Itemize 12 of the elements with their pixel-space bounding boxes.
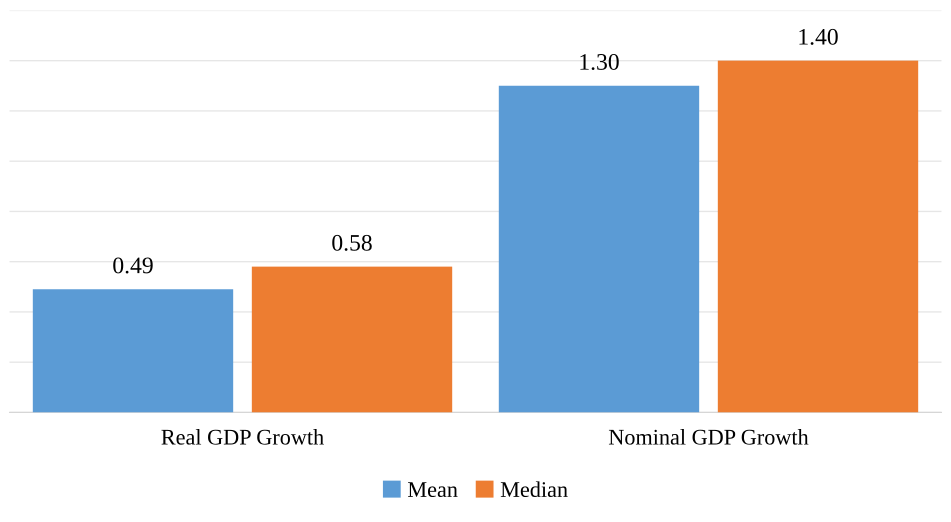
data-label: 0.49 — [113, 257, 153, 274]
bar — [718, 60, 918, 412]
bar — [252, 266, 452, 412]
data-label: 1.30 — [580, 54, 619, 70]
x-tick-label: Real GDP Growth — [161, 429, 324, 445]
bar — [498, 86, 700, 412]
legend-label: Median — [500, 481, 568, 498]
x-tick-label: Nominal GDP Growth — [608, 429, 808, 445]
data-label: 1.40 — [799, 28, 838, 45]
bar — [32, 289, 234, 412]
data-label: 0.58 — [332, 234, 372, 251]
legend-label: Mean — [408, 482, 458, 498]
